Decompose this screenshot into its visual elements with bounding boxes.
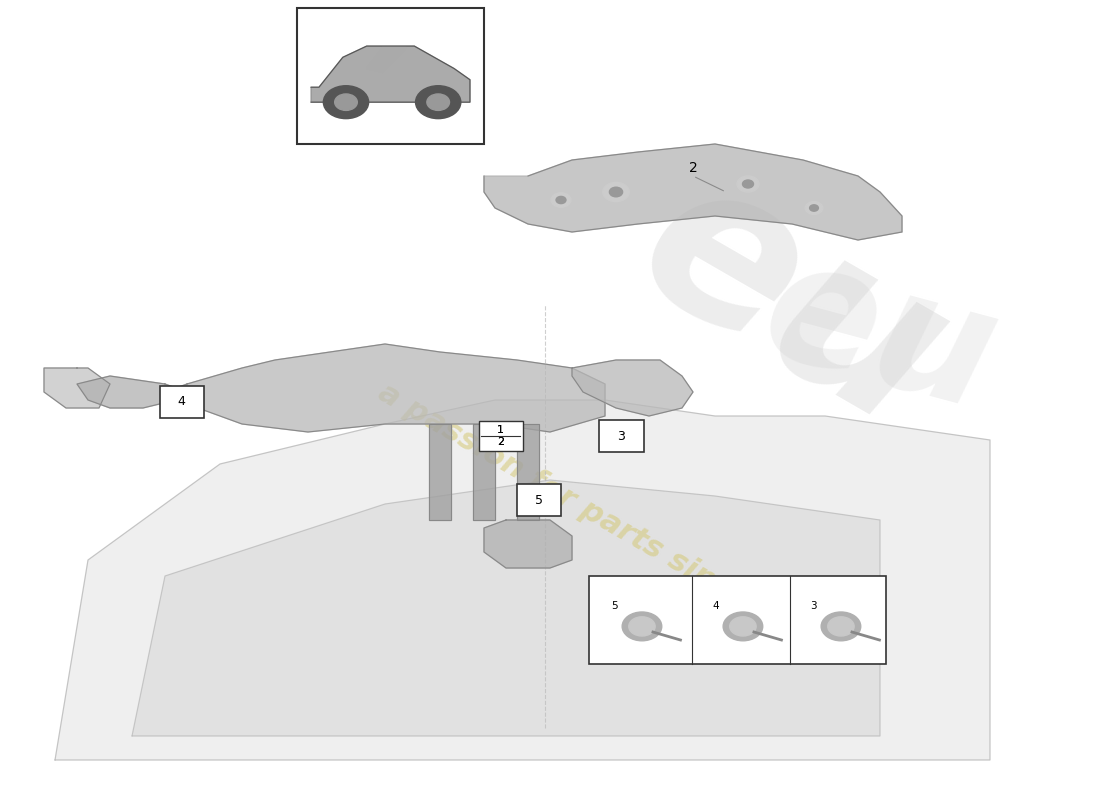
Circle shape — [805, 202, 823, 214]
Bar — [588, 576, 886, 664]
Polygon shape — [132, 480, 880, 736]
Circle shape — [623, 612, 662, 641]
Polygon shape — [366, 47, 406, 72]
Text: 5: 5 — [535, 494, 543, 506]
Circle shape — [821, 612, 860, 641]
Bar — [297, 8, 484, 144]
FancyBboxPatch shape — [160, 386, 204, 418]
Polygon shape — [484, 520, 572, 568]
Text: 3: 3 — [617, 430, 626, 442]
Circle shape — [427, 94, 450, 110]
FancyBboxPatch shape — [517, 484, 561, 516]
Text: 4: 4 — [712, 601, 718, 610]
Polygon shape — [311, 46, 470, 102]
Text: a passion for parts since 1985: a passion for parts since 1985 — [373, 378, 837, 662]
Circle shape — [629, 617, 656, 636]
Text: 4: 4 — [177, 395, 186, 408]
Polygon shape — [77, 376, 187, 408]
Polygon shape — [572, 360, 693, 416]
Text: 5: 5 — [612, 601, 618, 610]
Circle shape — [723, 612, 762, 641]
Circle shape — [323, 86, 368, 118]
Circle shape — [416, 86, 461, 118]
Circle shape — [334, 94, 358, 110]
Text: eu: eu — [747, 227, 1013, 445]
Text: 1: 1 — [497, 426, 504, 435]
Text: eu: eu — [605, 134, 979, 474]
Polygon shape — [44, 368, 110, 408]
Circle shape — [737, 176, 759, 192]
Circle shape — [551, 193, 571, 207]
Polygon shape — [517, 424, 539, 520]
Polygon shape — [484, 144, 902, 240]
Text: 1: 1 — [497, 426, 504, 435]
Circle shape — [609, 187, 623, 197]
Text: 2: 2 — [497, 437, 504, 446]
Polygon shape — [165, 344, 605, 432]
Circle shape — [729, 617, 756, 636]
Circle shape — [603, 182, 629, 202]
Circle shape — [556, 196, 566, 204]
Text: 2: 2 — [689, 161, 697, 175]
FancyBboxPatch shape — [600, 420, 643, 452]
Circle shape — [827, 617, 855, 636]
FancyBboxPatch shape — [478, 421, 522, 451]
Polygon shape — [55, 400, 990, 760]
Text: 2: 2 — [497, 437, 504, 446]
Text: 3: 3 — [810, 601, 817, 610]
Circle shape — [810, 205, 818, 211]
Polygon shape — [429, 424, 451, 520]
Circle shape — [742, 180, 754, 188]
Polygon shape — [473, 424, 495, 520]
